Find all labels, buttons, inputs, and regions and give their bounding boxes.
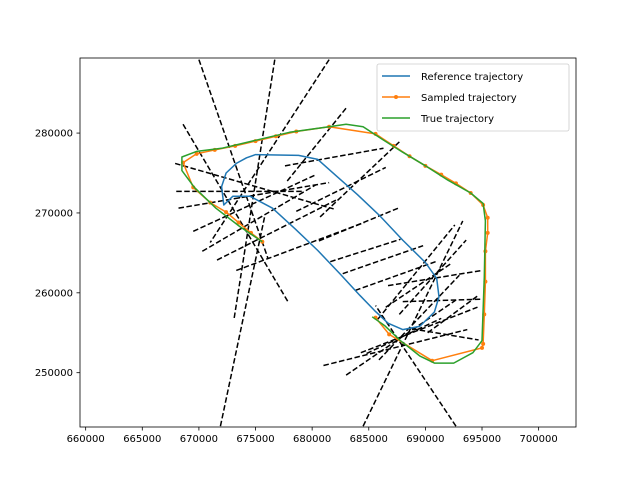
dashed-line-31 [362, 220, 464, 427]
legend: Reference trajectory Sampled trajectory Tr… [376, 63, 570, 132]
dashed-line-20 [354, 260, 436, 292]
dashed-line-11 [209, 59, 330, 243]
x-tick-label-9: 700000 [520, 434, 558, 445]
dashed-line-18 [330, 238, 401, 263]
sampled-point-28 [481, 341, 486, 346]
sampled-point-4 [224, 210, 229, 215]
dashed-line-19 [342, 244, 424, 275]
dashed-line-6 [201, 184, 316, 252]
sampled-point-8 [194, 151, 199, 156]
dashed-line-15 [295, 166, 387, 213]
dashed-line-5 [192, 174, 315, 232]
dashed-line-1 [182, 123, 290, 303]
dashed-line-26 [360, 306, 478, 354]
dashed-line-10 [233, 59, 276, 320]
x-tick-label-6: 685000 [350, 434, 388, 445]
dashed-line-24 [411, 328, 479, 341]
dashed-line-21 [377, 224, 456, 320]
dashed-line-23 [398, 239, 467, 315]
x-tick-label-1: 660000 [67, 434, 105, 445]
dashed-line-13 [284, 147, 384, 167]
sampled-point-31 [387, 332, 392, 337]
dashed-line-9 [198, 59, 269, 259]
legend-label-3: True trajectory [420, 114, 494, 125]
dashed-line-7 [216, 199, 337, 261]
series-lines [181, 123, 490, 364]
dashed-line-16 [319, 141, 400, 218]
y-tick-label-3: 270000 [35, 208, 73, 219]
y-tick-label-1: 250000 [35, 368, 73, 379]
dashed-line-17 [318, 207, 399, 242]
x-axis: 660000 665000 670000 675000 680000 685000 6900… [67, 427, 558, 445]
intersection-lines [174, 59, 483, 427]
dashed-line-28 [366, 317, 442, 355]
legend-label-2: Sampled trajectory [421, 93, 517, 104]
legend-label-1: Reference trajectory [421, 72, 523, 83]
dashed-line-22 [385, 263, 451, 308]
dashed-line-32 [374, 305, 457, 427]
series-line-3 [181, 123, 487, 364]
sampled-point-29 [480, 345, 485, 350]
y-axis: 250000 260000 270000 280000 [35, 129, 80, 379]
x-tick-label-7: 690000 [406, 434, 444, 445]
dashed-line-33 [402, 298, 481, 303]
dashed-line-25 [427, 295, 478, 334]
legend-marker-2 [394, 95, 398, 99]
y-tick-label-4: 280000 [35, 129, 73, 140]
sampled-point-3 [236, 220, 241, 225]
x-tick-label-3: 670000 [180, 434, 218, 445]
sampled-point-23 [485, 215, 490, 220]
x-tick-label-2: 665000 [123, 434, 161, 445]
dashed-line-29 [345, 299, 457, 376]
plot-frame [79, 57, 577, 428]
x-tick-label-8: 695000 [463, 434, 501, 445]
x-tick-label-5: 680000 [293, 434, 331, 445]
dashed-line-30 [323, 328, 468, 367]
sampled-point-24 [485, 230, 490, 235]
y-tick-label-2: 260000 [35, 288, 73, 299]
dashed-line-12 [219, 216, 266, 427]
x-tick-label-4: 675000 [236, 434, 274, 445]
series-line-1 [220, 153, 440, 331]
legend-box [376, 63, 570, 132]
dashed-line-27 [378, 274, 460, 361]
